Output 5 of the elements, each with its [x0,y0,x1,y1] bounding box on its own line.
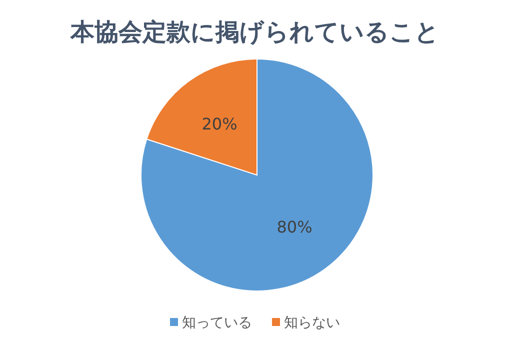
chart-title: 本協会定款に掲げられていること [70,18,440,46]
legend-label: 知っている [182,315,252,331]
data-label: 20% [202,114,238,134]
legend-label: 知らない [284,315,340,331]
data-label: 80% [276,218,312,237]
